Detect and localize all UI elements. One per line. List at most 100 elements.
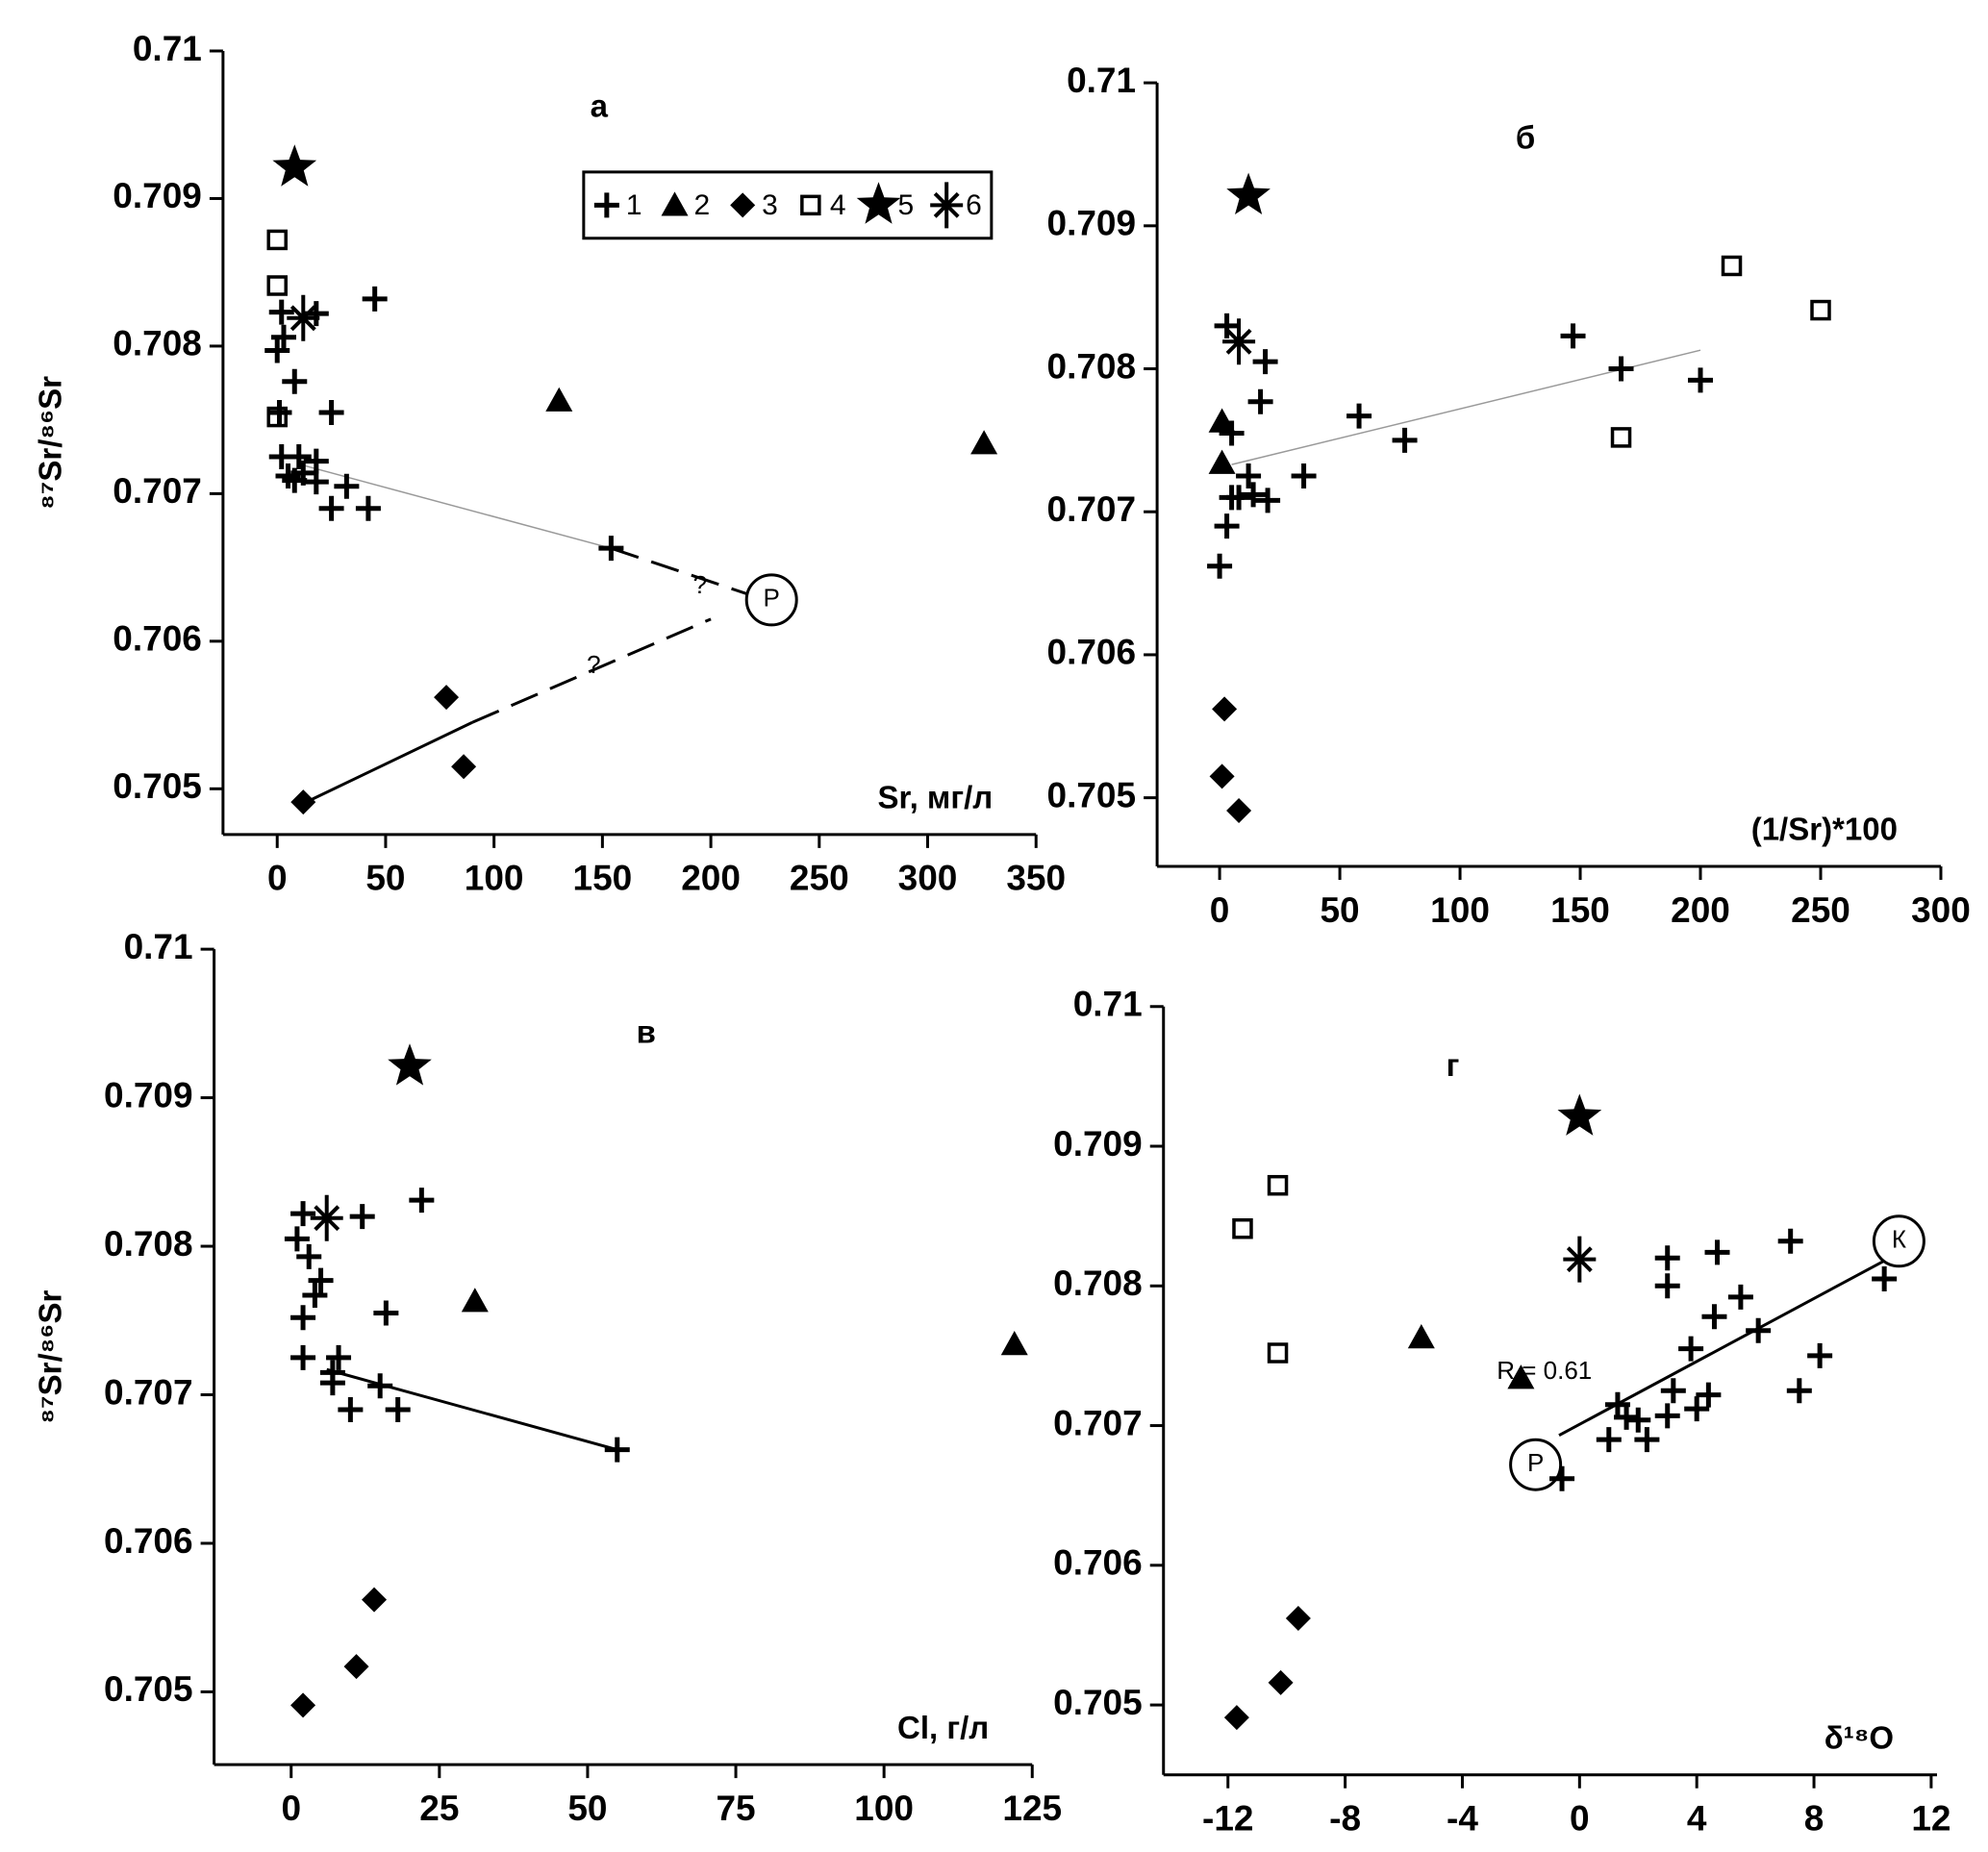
legend-marker [661, 191, 689, 216]
y-tick-label: 0.709 [1053, 1124, 1143, 1164]
x-tick-label: 8 [1804, 1799, 1824, 1839]
y-tick-label: 0.706 [1053, 1543, 1143, 1583]
y-tick-label: 0.707 [1053, 1403, 1143, 1442]
point-triangle [970, 430, 998, 455]
point-plus [1255, 488, 1281, 513]
point-plus [1236, 463, 1262, 489]
x-tick-label: 100 [465, 859, 524, 898]
point-plus [1704, 1239, 1730, 1265]
point-diamond [1209, 763, 1235, 789]
y-tick-label: 0.709 [113, 176, 202, 215]
point-plus [284, 1226, 310, 1252]
point-plus [1807, 1342, 1833, 1368]
x-tick-label: 300 [898, 859, 958, 898]
y-tick-label: 0.705 [113, 766, 202, 806]
point-plus [296, 1243, 322, 1269]
legend-box [582, 170, 994, 240]
point-plus [1701, 1304, 1727, 1330]
point-plus [264, 338, 290, 363]
x-tick-label: -4 [1447, 1799, 1478, 1839]
legend-label: 4 [830, 189, 846, 221]
point-diamond [451, 754, 477, 780]
x-tick-label: 250 [1791, 890, 1850, 930]
point-square [1610, 427, 1632, 448]
point-plus [1654, 1273, 1680, 1299]
point-plus [270, 324, 296, 350]
point-plus [362, 286, 388, 312]
point-square [266, 406, 288, 428]
point-plus [1654, 1245, 1680, 1271]
point-plus [1392, 427, 1418, 453]
point-square [1267, 1342, 1289, 1364]
point-star [1557, 1093, 1602, 1136]
point-plus [318, 399, 344, 425]
point-square [1721, 255, 1743, 277]
point-plus [302, 1283, 328, 1309]
point-plus [409, 1188, 435, 1214]
point-plus [308, 1267, 334, 1293]
point-plus [1654, 1403, 1680, 1429]
point-plus [1596, 1427, 1622, 1453]
point-plus [1777, 1228, 1803, 1254]
x-tick-label: 75 [716, 1789, 755, 1828]
point-triangle [1507, 1364, 1535, 1389]
y-tick-label: 0.708 [1047, 346, 1137, 386]
y-tick-label: 0.707 [104, 1372, 193, 1412]
point-plus [1684, 1396, 1710, 1422]
point-plus [385, 1396, 411, 1422]
point-plus [1688, 367, 1714, 393]
point-square [1810, 299, 1831, 321]
point-plus [282, 368, 308, 394]
x-tick-label: 4 [1687, 1799, 1707, 1839]
point-plus [1291, 463, 1317, 489]
point-plus [1219, 420, 1245, 446]
point-star [272, 144, 317, 187]
annotation: Р [1527, 1448, 1544, 1477]
y-tick-label: 0.706 [113, 619, 202, 659]
point-diamond [434, 685, 460, 711]
point-plus [1549, 1465, 1575, 1491]
x-axis-label: δ¹⁸O [1824, 1719, 1894, 1755]
point-plus [1746, 1317, 1772, 1343]
point-plus [349, 1204, 375, 1230]
x-tick-label: 150 [573, 859, 633, 898]
x-tick-label: 350 [1006, 859, 1066, 898]
x-tick-label: 50 [365, 859, 405, 898]
point-plus [1678, 1336, 1704, 1362]
y-axis-label: ⁸⁷Sr/⁸⁶Sr [33, 376, 68, 510]
y-tick-label: 0.707 [1047, 489, 1137, 529]
point-asterisk [287, 294, 320, 341]
point-plus [367, 1373, 393, 1399]
point-plus [1608, 356, 1634, 382]
point-asterisk [1222, 318, 1256, 365]
legend-label: 1 [626, 189, 642, 221]
point-plus [1660, 1378, 1686, 1404]
point-plus [1560, 323, 1586, 349]
point-plus [1226, 485, 1252, 511]
legend-label: 3 [762, 189, 778, 221]
point-plus [598, 536, 624, 562]
point-triangle [1407, 1324, 1435, 1349]
annotation: К [1892, 1225, 1906, 1254]
y-tick-label: 0.709 [104, 1075, 193, 1114]
point-plus [1696, 1382, 1722, 1408]
point-plus [334, 473, 360, 499]
point-plus [1614, 1404, 1640, 1430]
point-plus [1604, 1391, 1630, 1417]
point-plus [1872, 1266, 1898, 1292]
point-diamond [343, 1654, 369, 1680]
y-tick-label: 0.709 [1047, 204, 1137, 243]
x-tick-label: 25 [419, 1789, 459, 1828]
point-triangle [1000, 1330, 1028, 1356]
point-diamond [362, 1587, 388, 1613]
point-plus [1625, 1407, 1651, 1433]
point-plus [1252, 349, 1278, 375]
x-axis-label: Cl, г/л [897, 1710, 989, 1745]
annotation-circle [1509, 1438, 1563, 1491]
panel-label: г [1447, 1047, 1460, 1083]
x-tick-label: 200 [681, 859, 741, 898]
x-axis-label: Sr, мг/л [878, 780, 994, 815]
point-star [388, 1043, 432, 1086]
point-diamond [1268, 1669, 1294, 1695]
